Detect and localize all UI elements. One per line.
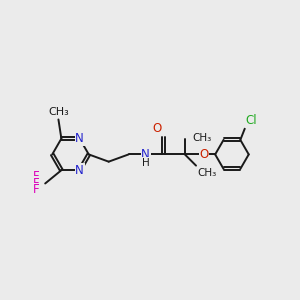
Text: F: F [33, 177, 40, 190]
Text: CH₃: CH₃ [192, 133, 212, 143]
Text: CH₃: CH₃ [197, 168, 217, 178]
Text: O: O [200, 148, 208, 161]
Text: N: N [75, 164, 84, 177]
Text: O: O [152, 122, 161, 135]
Text: CH₃: CH₃ [48, 106, 69, 116]
Text: N: N [75, 132, 84, 145]
Text: H: H [142, 158, 150, 168]
Text: N: N [141, 148, 150, 161]
Text: F: F [33, 184, 40, 196]
Text: Cl: Cl [246, 114, 257, 127]
Text: F: F [33, 170, 40, 184]
